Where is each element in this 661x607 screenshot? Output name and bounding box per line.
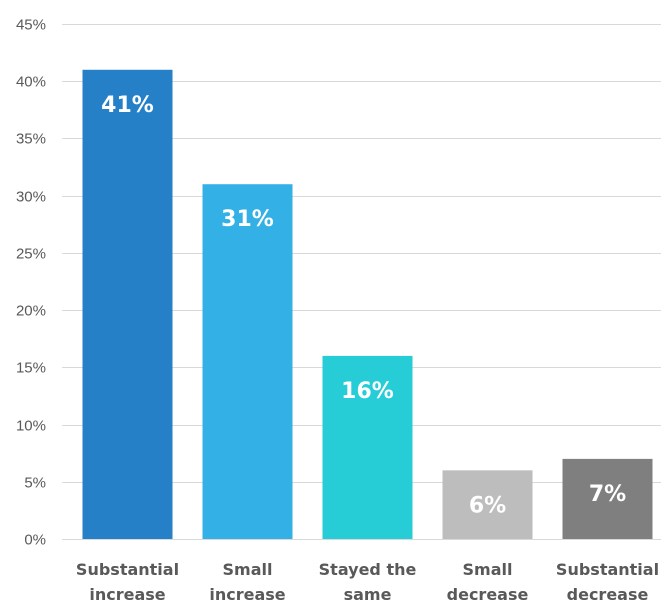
y-tick-label: 45% [16, 17, 46, 34]
category-label-line: Substantial [76, 560, 179, 579]
data-label: 16% [341, 379, 394, 404]
y-tick-label: 0% [24, 532, 46, 549]
category-label-line: Stayed the [319, 560, 417, 579]
bars [82, 69, 653, 540]
data-label: 7% [589, 482, 626, 507]
bar [322, 355, 413, 539]
category-label: Stayed the same [319, 560, 417, 604]
category-label-line: increase [89, 585, 165, 604]
y-tick-label: 40% [16, 74, 46, 91]
y-tick-label: 5% [24, 475, 46, 492]
x-axis-categories: Substantial increase Small increase Stayed t… [76, 560, 659, 604]
category-label: Small increase [209, 560, 285, 604]
y-axis-ticks: 0% 5% 10% 15% 20% 25% 30% 35% 40% 45% [16, 17, 46, 549]
data-labels: 41% 31% 16% 6% 7% [101, 93, 626, 519]
category-label-line: increase [209, 585, 285, 604]
bar [442, 470, 533, 539]
category-label-line: Small [223, 560, 273, 579]
category-label-line: decrease [447, 585, 529, 604]
bar [202, 184, 293, 539]
data-label: 31% [221, 207, 274, 232]
y-tick-label: 30% [16, 189, 46, 206]
category-label: Substantial decrease [556, 560, 659, 604]
y-tick-label: 25% [16, 246, 46, 263]
y-tick-label: 10% [16, 418, 46, 435]
category-label-line: Substantial [556, 560, 659, 579]
category-label: Small decrease [447, 560, 529, 604]
category-label-line: same [344, 585, 392, 604]
bar [82, 69, 173, 540]
data-label: 6% [469, 493, 506, 518]
y-tick-label: 35% [16, 131, 46, 148]
bar [562, 458, 653, 539]
category-label: Substantial increase [76, 560, 179, 604]
category-label-line: decrease [567, 585, 649, 604]
y-tick-label: 20% [16, 303, 46, 320]
y-tick-label: 15% [16, 360, 46, 377]
category-label-line: Small [463, 560, 513, 579]
data-label: 41% [101, 93, 154, 118]
